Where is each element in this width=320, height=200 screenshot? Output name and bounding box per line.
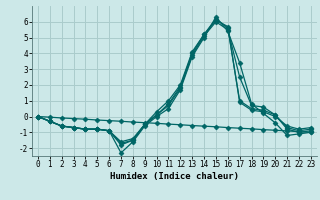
X-axis label: Humidex (Indice chaleur): Humidex (Indice chaleur) xyxy=(110,172,239,181)
